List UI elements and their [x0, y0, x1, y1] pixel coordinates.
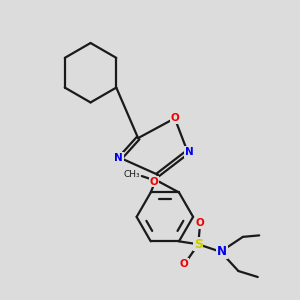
Text: O: O — [170, 113, 179, 123]
Text: N: N — [114, 153, 123, 163]
Text: O: O — [195, 218, 204, 229]
Text: CH₃: CH₃ — [123, 170, 140, 179]
Text: O: O — [180, 259, 189, 269]
Text: N: N — [217, 245, 227, 258]
Text: N: N — [185, 147, 194, 157]
Text: O: O — [150, 177, 159, 187]
Text: S: S — [194, 238, 203, 251]
